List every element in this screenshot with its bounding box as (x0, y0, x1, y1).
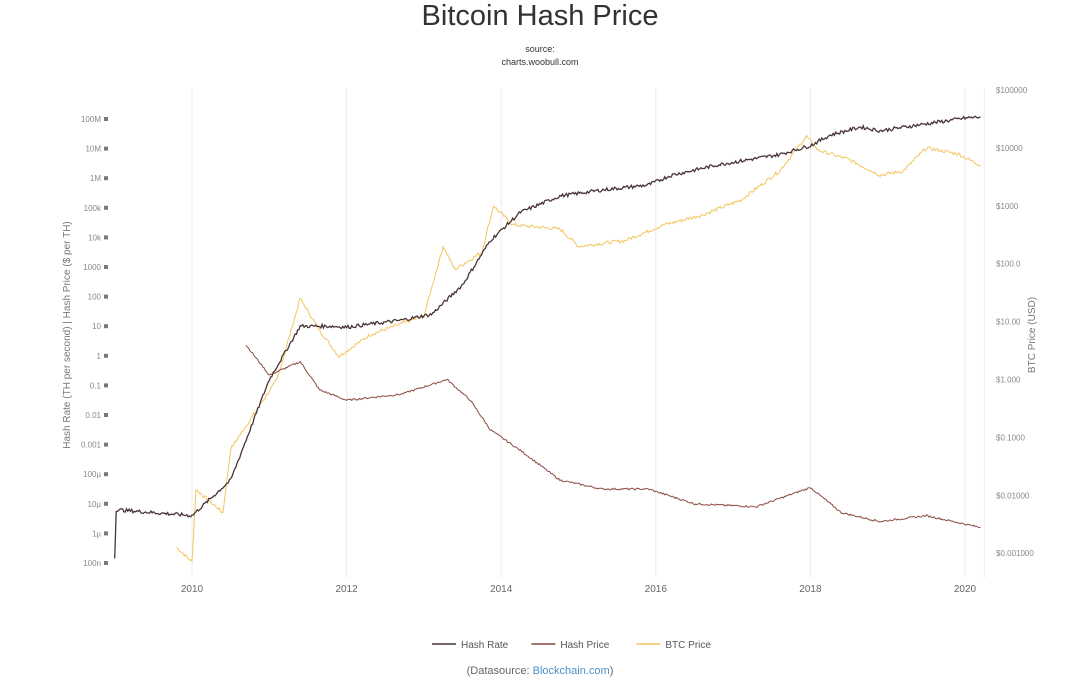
left-tick-marker (104, 265, 108, 269)
right-tick-label: $10.00 (996, 318, 1021, 327)
left-tick-marker (104, 117, 108, 121)
left-tick-label: 1000 (83, 263, 101, 272)
right-tick-label: $10000 (996, 144, 1023, 153)
left-tick-marker (104, 413, 108, 417)
left-tick-label: 100µ (83, 470, 101, 479)
left-tick-label: 100n (83, 559, 101, 568)
right-tick-label: $0.001000 (996, 549, 1034, 558)
x-tick-label: 2010 (181, 584, 204, 595)
left-tick-label: 0.001 (81, 441, 102, 450)
left-tick-marker (104, 205, 108, 210)
right-axis-title: BTC Price (USD) (1027, 297, 1038, 373)
left-tick-label: 100M (81, 115, 101, 124)
chart-subtitle-source: source: (525, 44, 555, 54)
right-tick-label: $0.1000 (996, 433, 1025, 442)
right-tick-label: $100000 (996, 86, 1028, 95)
left-tick-marker (104, 531, 108, 536)
left-tick-marker (104, 146, 108, 151)
left-tick-label: 10 (92, 322, 101, 331)
left-tick-label: 0.01 (85, 411, 101, 420)
right-tick-label: $1.000 (996, 376, 1021, 385)
left-tick-label: 10µ (87, 500, 101, 509)
right-tick-label: $0.01000 (996, 491, 1030, 500)
left-tick-marker (104, 501, 108, 506)
left-tick-label: 100 (88, 293, 102, 302)
series-line-btc-price (176, 134, 981, 563)
footer-prefix: (Datasource: (466, 665, 533, 677)
legend-label: BTC Price (665, 640, 711, 651)
left-tick-label: 1 (97, 352, 102, 361)
left-tick-marker (104, 472, 108, 477)
x-tick-label: 2016 (645, 584, 668, 595)
footer-suffix: ) (609, 665, 614, 677)
blockchain-link[interactable]: Blockchain.com (532, 665, 610, 677)
chart-title: Bitcoin Hash Price (421, 0, 659, 32)
left-tick-marker (104, 324, 108, 329)
right-tick-label: $1000 (996, 202, 1019, 211)
x-tick-label: 2012 (335, 584, 358, 595)
right-tick-label: $100.0 (996, 260, 1021, 269)
x-tick-label: 2014 (490, 584, 513, 595)
left-tick-marker (104, 235, 108, 240)
legend-label: Hash Rate (461, 640, 509, 651)
series-line-hash-rate (114, 115, 981, 559)
left-tick-label: 1µ (92, 529, 101, 538)
chart-subtitle-url: charts.woobull.com (501, 57, 579, 67)
left-tick-label: 10M (85, 145, 101, 154)
x-tick-label: 2020 (954, 584, 977, 595)
left-tick-marker (104, 353, 108, 358)
left-tick-label: 0.1 (90, 381, 102, 390)
datasource-footer: (Datasource: Blockchain.com) (0, 665, 1080, 677)
legend-label: Hash Price (560, 640, 609, 651)
left-tick-label: 1M (90, 174, 101, 183)
left-axis-title: Hash Rate (TH per second) | Hash Price (… (62, 221, 73, 449)
left-tick-marker (104, 294, 108, 299)
series-line-hash-price (245, 345, 981, 528)
left-tick-marker (104, 383, 108, 388)
left-tick-marker (104, 176, 108, 181)
left-tick-marker (104, 561, 108, 565)
x-tick-label: 2018 (799, 584, 822, 595)
chart-svg: 2010 2012 2014 2016 2018 2020 100M 10M 1M 100k 10k… (62, 86, 1038, 651)
left-tick-label: 100k (84, 204, 102, 213)
left-tick-label: 10k (88, 233, 102, 242)
left-tick-marker (104, 442, 108, 447)
